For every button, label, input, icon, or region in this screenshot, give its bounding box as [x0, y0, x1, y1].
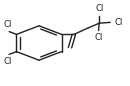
Text: Cl: Cl	[114, 18, 123, 27]
Text: Cl: Cl	[94, 33, 103, 42]
Text: Cl: Cl	[4, 20, 12, 29]
Text: Cl: Cl	[95, 4, 103, 13]
Text: Cl: Cl	[4, 57, 12, 66]
